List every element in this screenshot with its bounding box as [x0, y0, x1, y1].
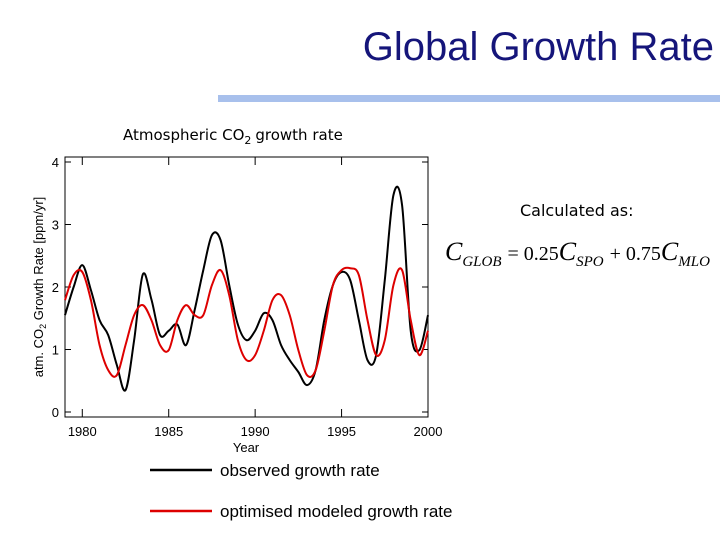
- formula-sub: GLOB: [462, 254, 501, 270]
- y-axis-label: atm. CO2 Growth Rate [ppm/yr]: [31, 197, 48, 378]
- title-underline: [218, 95, 720, 102]
- formula-part: C: [559, 237, 577, 266]
- chart-title-sub: 2: [244, 134, 251, 147]
- slide-title: Global Growth Rate: [363, 25, 714, 69]
- series-line: [64, 185, 429, 392]
- series-line: [64, 266, 429, 378]
- y-tick-label: 1: [52, 343, 59, 358]
- x-tick-label: 1985: [154, 424, 183, 439]
- chart-title-part: Atmospheric CO: [123, 126, 244, 144]
- y-axis-label-part: atm. CO: [31, 329, 46, 377]
- chart-title: Atmospheric CO2 growth rate: [123, 126, 343, 147]
- formula-part: C: [661, 237, 679, 266]
- x-tick-label: 1980: [68, 424, 97, 439]
- y-axis-label-sub: 2: [38, 324, 48, 329]
- legend-label: optimised modeled growth rate: [220, 502, 452, 521]
- formula-part: = 0.25: [508, 243, 559, 265]
- formula: CGLOB = 0.25CSPO + 0.75CMLO: [445, 237, 710, 270]
- x-tick-label: 2000: [414, 424, 443, 439]
- y-tick-label: 4: [52, 155, 59, 170]
- legend-label: observed growth rate: [220, 461, 380, 480]
- y-tick-label: 0: [52, 405, 59, 420]
- y-tick-label: 3: [52, 218, 59, 233]
- formula-part: + 0.75: [610, 243, 661, 265]
- formula-sub: MLO: [677, 254, 710, 270]
- x-axis-label: Year: [233, 440, 260, 455]
- formula-part: C: [445, 237, 463, 266]
- y-axis-label-part: Growth Rate [ppm/yr]: [31, 197, 46, 324]
- chart-title-part: growth rate: [255, 126, 342, 144]
- x-tick-label: 1995: [327, 424, 356, 439]
- formula-sub: SPO: [576, 254, 604, 270]
- x-tick-label: 1990: [241, 424, 270, 439]
- calc-label: Calculated as:: [520, 201, 634, 220]
- y-tick-label: 2: [52, 280, 59, 295]
